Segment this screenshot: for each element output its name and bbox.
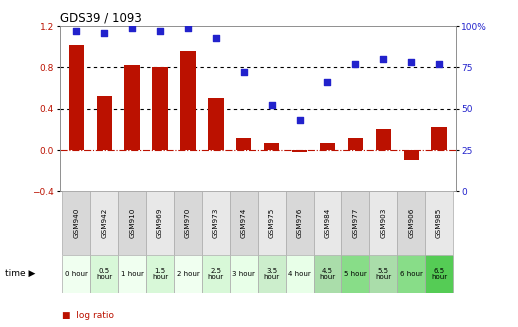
Point [156,28,164,34]
Text: 3.5
hour: 3.5 hour [264,267,280,280]
Bar [152,67,168,150]
Bar [202,255,230,293]
Point [240,70,248,75]
Point [323,80,332,85]
Text: GSM940: GSM940 [74,208,79,238]
Bar [69,45,84,150]
Point [435,61,443,67]
Point [295,118,304,123]
Bar [180,51,196,150]
Bar [397,191,425,255]
Point [212,35,220,40]
Text: 0 hour: 0 hour [65,271,88,277]
Text: 5 hour: 5 hour [344,271,367,277]
Bar [313,255,341,293]
Text: 1.5
hour: 1.5 hour [152,267,168,280]
Text: 1 hour: 1 hour [121,271,143,277]
Bar [174,191,202,255]
Text: time ▶: time ▶ [5,269,36,278]
Point [267,103,276,108]
Bar [90,255,118,293]
Text: GDS39 / 1093: GDS39 / 1093 [60,12,141,25]
Text: GSM975: GSM975 [269,208,275,238]
Bar [341,255,369,293]
Text: GSM969: GSM969 [157,208,163,238]
Bar [96,96,112,150]
Bar [369,255,397,293]
Text: GSM903: GSM903 [380,208,386,238]
Bar [118,191,146,255]
Bar [236,138,251,150]
Text: ■  log ratio: ■ log ratio [62,311,114,320]
Text: GSM973: GSM973 [213,208,219,238]
Point [351,61,359,67]
Bar [230,191,258,255]
Point [72,28,80,34]
Bar [146,255,174,293]
Bar [258,191,285,255]
Bar [341,191,369,255]
Bar [397,255,425,293]
Bar [348,138,363,150]
Text: GSM984: GSM984 [324,208,330,238]
Text: GSM976: GSM976 [297,208,303,238]
Text: GSM942: GSM942 [101,208,107,238]
Text: GSM906: GSM906 [408,208,414,238]
Bar [313,191,341,255]
Bar [425,255,453,293]
Bar [146,191,174,255]
Text: GSM970: GSM970 [185,208,191,238]
Bar [264,143,279,150]
Bar [425,191,453,255]
Text: 4 hour: 4 hour [288,271,311,277]
Text: 2 hour: 2 hour [177,271,199,277]
Text: 0.5
hour: 0.5 hour [96,267,112,280]
Text: 6 hour: 6 hour [400,271,423,277]
Text: 2.5
hour: 2.5 hour [208,267,224,280]
Bar [90,191,118,255]
Bar [292,150,307,152]
Bar [404,150,419,160]
Bar [208,98,224,150]
Point [379,57,387,62]
Point [128,25,136,30]
Bar [320,143,335,150]
Point [407,60,415,65]
Bar [118,255,146,293]
Bar [285,191,313,255]
Text: GSM985: GSM985 [436,208,442,238]
Text: GSM974: GSM974 [241,208,247,238]
Bar [174,255,202,293]
Bar [202,191,230,255]
Text: 4.5
hour: 4.5 hour [320,267,336,280]
Bar [285,255,313,293]
Text: GSM910: GSM910 [129,208,135,238]
Point [100,30,108,35]
Text: 3 hour: 3 hour [232,271,255,277]
Bar [369,191,397,255]
Text: 5.5
hour: 5.5 hour [375,267,391,280]
Bar [124,65,140,150]
Bar [230,255,258,293]
Text: 6.5
hour: 6.5 hour [431,267,447,280]
Bar [431,127,447,150]
Text: GSM977: GSM977 [352,208,358,238]
Bar [258,255,285,293]
Bar [62,191,90,255]
Bar [376,129,391,150]
Bar [62,255,90,293]
Point [184,25,192,30]
